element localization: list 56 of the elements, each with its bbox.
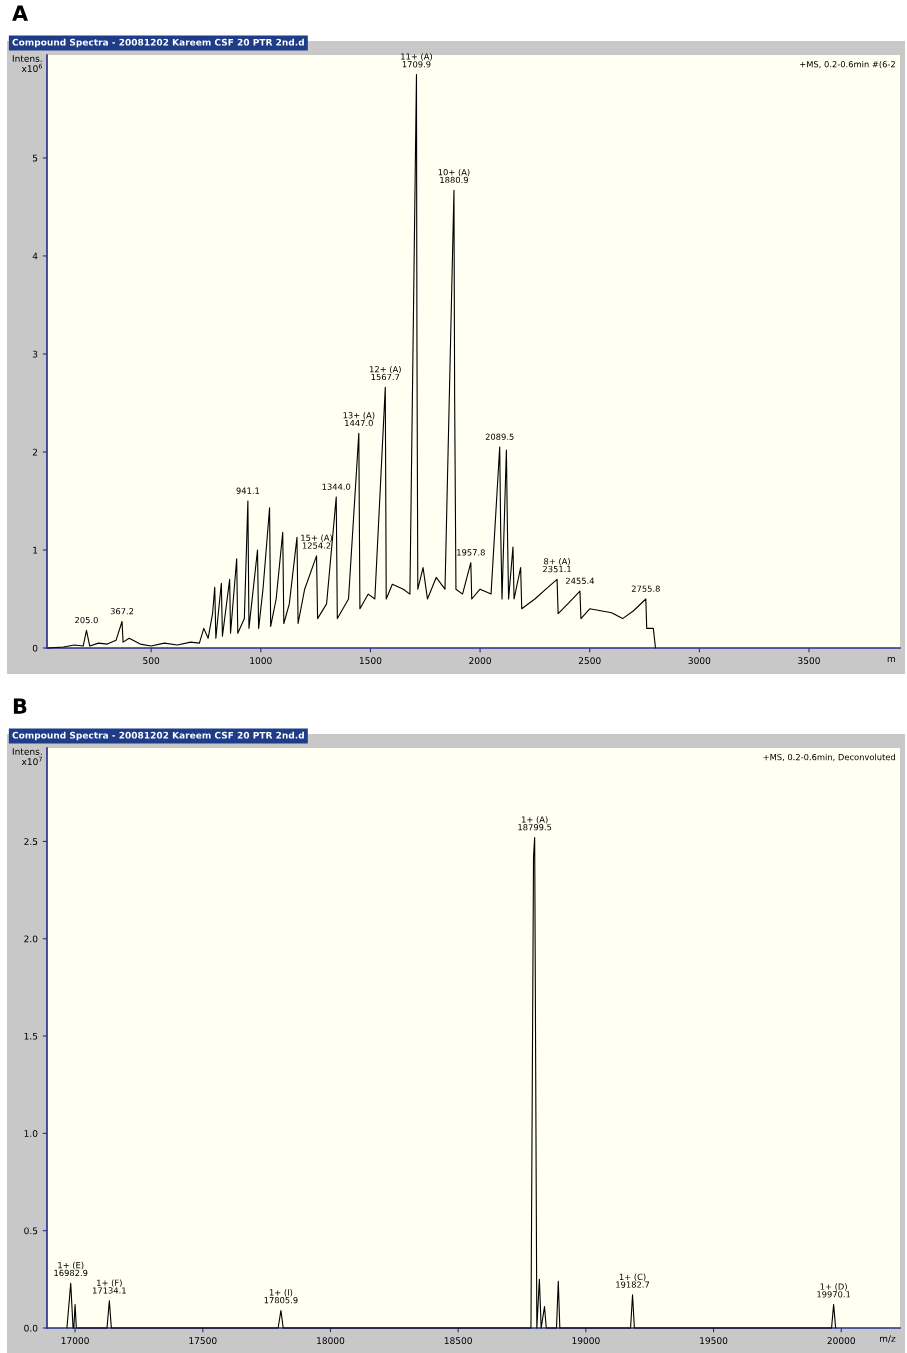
x-tick-label: 19000 [572,1337,600,1345]
annotation: 1957.8 [457,549,485,556]
y-tick-label: 0.5 [24,1227,38,1235]
x-tick-label: 2000 [469,657,491,665]
annotation: 2755.8 [631,585,660,592]
x-tick-label: 18500 [444,1337,472,1345]
annotation: +MS, 0.2-0.6min, Deconvoluted [763,753,895,762]
annotation: 15+ (A) 1254.2 [301,534,333,549]
annotation: 1+ (A) 18799.5 [518,816,552,831]
x-tick-label: 1500 [359,657,382,665]
x-tick-label: 1000 [250,657,272,665]
annotation: 1344.0 [322,483,351,490]
annotation: 2455.4 [565,577,595,584]
annotation: 1+ (F) 17134.1 [93,1279,126,1294]
annotation: 1+ (I) 17805.9 [264,1289,298,1304]
chart-title: A [12,5,29,21]
y-axis-title: Intens. x10$^{7}$ [12,748,42,766]
x-tick-label: 3000 [688,657,711,665]
y-tick-label: 5 [32,154,38,162]
annotation: 1+ (D) 19970.1 [817,1283,851,1298]
y-axis-title: Intens. x10$^{6}$ [12,55,43,73]
y-tick-label: 2 [32,448,38,456]
y-tick-label: 1.5 [24,1032,38,1040]
x-axis-title: m/z [879,1335,896,1343]
annotation: 367.2 [110,608,134,615]
annotation: 1+ (C) 19182.7 [616,1273,650,1288]
annotation: 12+ (A) 1567.7 [369,365,401,381]
annotation: +MS, 0.2-0.6min #(6-2 [800,60,895,69]
x-tick-label: 18000 [317,1337,345,1345]
annotation: 2089.5 [485,433,514,440]
annotation: 11+ (A) 1709.9 [401,53,432,68]
x-tick-label: 2500 [578,657,601,665]
x-tick-label: 20000 [827,1337,856,1345]
y-tick-label: 1 [33,546,38,554]
x-tick-label: 17000 [61,1337,89,1345]
y-tick-label: 2.0 [24,935,38,943]
y-tick-label: 2.5 [24,838,38,845]
annotation: 941.1 [236,487,260,494]
chart-subtitle: Compound Spectra - 20081202 Kareem CSF 20 PTR 2nd.d [12,38,304,48]
y-tick-label: 0.0 [24,1324,38,1332]
annotation: 13+ (A) 1447.0 [343,411,375,427]
chart-title: B [13,698,27,714]
x-axis-title: m [887,656,895,662]
x-tick-label: 17500 [189,1337,217,1345]
annotation: 10+ (A) 1880.9 [438,168,470,184]
annotation: 1+ (E) 16982.9 [54,1261,88,1277]
y-tick-label: 1.0 [24,1130,38,1137]
y-tick-label: 3 [32,350,38,358]
annotation: 205.0 [75,616,98,624]
y-tick-label: 0 [32,644,38,652]
chart-subtitle: Compound Spectra - 20081202 Kareem CSF 20 PTR 2nd.d [12,731,304,741]
y-tick-label: 4 [32,252,38,260]
x-tick-label: 500 [143,657,160,665]
x-tick-label: 3500 [798,657,820,665]
annotation: 8+ (A) 2351.1 [543,558,571,573]
x-tick-label: 19500 [700,1337,728,1345]
